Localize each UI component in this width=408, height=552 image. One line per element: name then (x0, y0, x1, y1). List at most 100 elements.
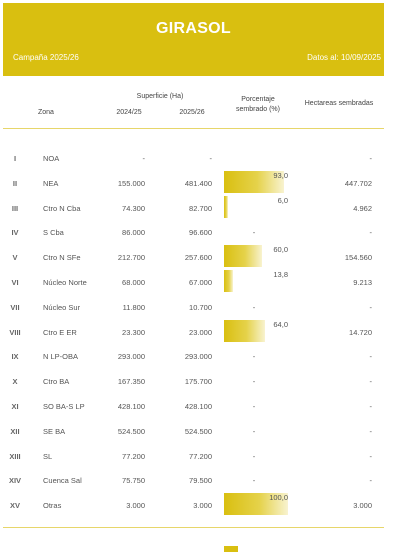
area-2024-25: 11.800 (122, 302, 145, 312)
area-2024-25: 3.000 (126, 501, 145, 511)
table-row: IX N LP-OBA 293.000 293.000 - - (0, 344, 408, 368)
total-bar-fragment (224, 546, 238, 552)
percent-sown: - (252, 451, 256, 461)
zone-name: SE BA (43, 426, 66, 436)
table-row: V Ctro N SFe 212.700 257.600 60,0 154.560 (0, 245, 408, 269)
col-superficie: Superficie (Ha) (136, 93, 184, 100)
area-2025-26: 3.000 (193, 501, 212, 511)
zone-number: I (13, 154, 17, 163)
percent-bar (224, 245, 263, 268)
area-2025-26: 257.600 (184, 253, 212, 263)
area-2024-25: 23.300 (122, 327, 145, 337)
zone-number: XIII (9, 451, 21, 461)
hectares-sown: - (369, 451, 373, 461)
col-year-2025-26: 2025/26 (179, 109, 205, 116)
zone-name: SL (43, 451, 53, 461)
zone-name: Ctro N Cba (43, 203, 81, 213)
zone-name: S Cba (43, 228, 64, 238)
zone-number: X (12, 377, 18, 387)
zone-number: XI (11, 402, 19, 411)
col-zona: Zona (38, 109, 54, 116)
hectares-sown: - (369, 402, 373, 411)
area-2025-26: 428.100 (184, 402, 212, 411)
hectares-sown: - (369, 352, 373, 362)
report-header: GIRASOL Campaña 2025/26 Datos al: 10/09/… (3, 3, 384, 76)
zone-name: NOA (43, 154, 60, 163)
zone-name: Ctro BA (43, 377, 70, 387)
area-2025-26: 293.000 (184, 352, 212, 362)
area-2024-25: 293.000 (117, 352, 145, 362)
zone-number: III (11, 203, 19, 213)
area-2025-26: 67.000 (189, 278, 212, 287)
table-row: II NEA 155.000 481.400 93,0 447.702 (0, 170, 408, 195)
area-2025-26: 10.700 (189, 302, 212, 312)
area-2024-25: 155.000 (117, 178, 145, 188)
zone-number: XII (10, 426, 20, 436)
zone-name: N LP-OBA (43, 352, 79, 362)
percent-sown: 6,0 (277, 195, 288, 205)
percent-sown: - (252, 402, 256, 411)
hectares-sown: - (369, 302, 373, 312)
area-2024-25: 524.500 (117, 426, 145, 436)
zone-number: XIV (8, 476, 22, 486)
table-row: III Ctro N Cba 74.300 82.700 6,0 4.962 (0, 195, 408, 220)
hectares-sown: 4.962 (353, 203, 372, 213)
hectares-sown: - (369, 228, 373, 238)
zone-number: II (12, 178, 18, 188)
crop-title: GIRASOL (156, 20, 231, 37)
hectares-sown: 9.213 (353, 278, 372, 287)
hectares-sown: - (369, 426, 373, 436)
zone-number: V (12, 253, 18, 263)
zone-number: XV (9, 501, 20, 511)
hectares-sown: 154.560 (344, 253, 372, 263)
zone-name: SO BA-S LP (43, 402, 85, 411)
table-row: VIII Ctro E ER 23.300 23.000 64,0 14.720 (0, 319, 408, 344)
percent-bar (224, 195, 228, 218)
data-date-label: Datos al: 10/09/2025 (307, 53, 381, 62)
percent-sown: - (252, 352, 256, 362)
zone-name: Núcleo Norte (43, 278, 87, 287)
percent-sown: - (252, 426, 256, 436)
table-row: XIV Cuenca Sal 75.750 79.500 - - (0, 468, 408, 492)
table-row: XV Otras 3.000 3.000 100,0 3.000 (0, 493, 408, 517)
area-2025-26: 23.000 (189, 327, 212, 337)
table-row: VII Núcleo Sur 11.800 10.700 - - (0, 295, 408, 319)
area-2025-26: 79.500 (189, 476, 212, 486)
area-2025-26: 481.400 (184, 178, 212, 188)
footer-divider (3, 527, 384, 528)
hectares-sown: - (369, 154, 373, 163)
area-2024-25: 428.100 (117, 402, 145, 411)
percent-sown: - (252, 228, 256, 238)
area-2025-26: 77.200 (189, 451, 212, 461)
table-row: X Ctro BA 167.350 175.700 - - (0, 369, 408, 393)
col-year-2024-25: 2024/25 (116, 109, 142, 116)
area-2025-26: 96.600 (189, 228, 212, 238)
area-2025-26: - (209, 154, 213, 163)
col-hectareas: Hectareas sembradas (304, 100, 374, 107)
hectares-sown: 14.720 (349, 327, 372, 337)
table-row: IV S Cba 86.000 96.600 - - (0, 220, 408, 244)
table-row: XIII SL 77.200 77.200 - - (0, 444, 408, 468)
percent-sown: 60,0 (273, 245, 288, 255)
area-2025-26: 82.700 (189, 203, 212, 213)
table-row: I NOA - - - (0, 146, 408, 170)
col-porcentaje: Porcentaje sembrado (%) (236, 96, 280, 113)
area-2024-25: 212.700 (117, 253, 145, 263)
zone-number: IX (11, 352, 19, 362)
area-2024-25: 74.300 (122, 203, 145, 213)
area-2024-25: 86.000 (122, 228, 145, 238)
hectares-sown: - (369, 377, 373, 387)
hectares-sown: - (369, 476, 373, 486)
percent-sown: 100,0 (269, 493, 288, 503)
percent-sown: 64,0 (273, 319, 288, 329)
percent-bar (224, 319, 265, 342)
area-2024-25: 77.200 (122, 451, 145, 461)
hectares-sown: 3.000 (353, 501, 372, 511)
area-2025-26: 175.700 (184, 377, 212, 387)
zone-number: VIII (9, 327, 21, 337)
zone-number: IV (11, 228, 19, 238)
zone-name: Ctro E ER (43, 327, 77, 337)
campaign-label: Campaña 2025/26 (13, 53, 79, 62)
area-2024-25: 167.350 (117, 377, 145, 387)
header-divider (3, 128, 384, 129)
